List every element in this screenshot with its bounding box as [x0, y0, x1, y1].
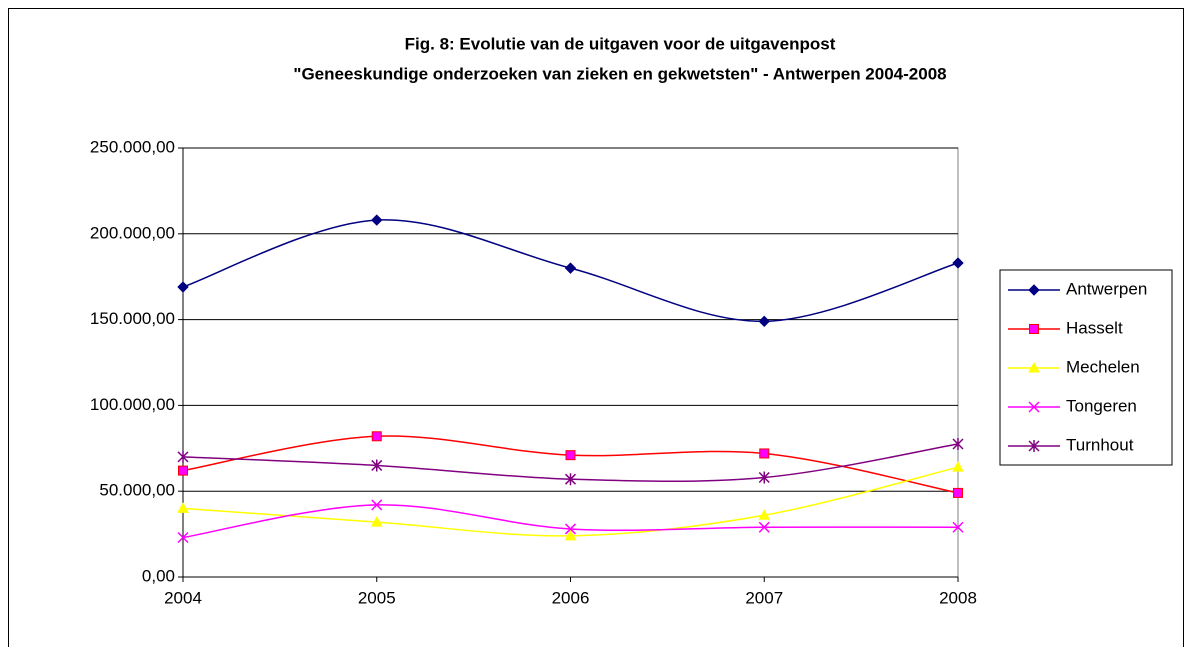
legend-label: Mechelen [1066, 357, 1140, 376]
marker [371, 214, 383, 226]
marker [564, 262, 577, 274]
marker [564, 529, 577, 541]
y-tick-label: 150.000,00 [90, 309, 175, 328]
marker [1028, 440, 1040, 452]
marker [952, 438, 964, 451]
marker [758, 471, 770, 484]
chart-title: "Geneeskundige onderzoeken van zieken en… [293, 64, 946, 83]
marker [1028, 401, 1040, 413]
y-tick-label: 0,00 [142, 566, 175, 585]
marker [1028, 361, 1040, 373]
x-tick-label: 2006 [552, 588, 590, 607]
marker [177, 281, 189, 293]
marker [371, 459, 383, 472]
x-tick-label: 2008 [939, 588, 977, 607]
marker [758, 315, 770, 328]
marker [177, 450, 189, 463]
marker [177, 502, 189, 513]
marker [759, 448, 770, 459]
chart-title: Fig. 8: Evolutie van de uitgaven voor de… [405, 34, 836, 53]
plot-area [182, 147, 959, 578]
marker [952, 461, 964, 472]
marker [758, 521, 770, 533]
y-tick-label: 200.000,00 [90, 223, 175, 242]
y-tick-label: 50.000,00 [99, 481, 175, 500]
x-tick-label: 2004 [164, 588, 202, 607]
marker [952, 521, 964, 533]
marker [1028, 284, 1040, 296]
marker [952, 257, 964, 269]
marker [370, 516, 383, 527]
marker [178, 465, 188, 476]
x-tick-label: 2007 [745, 588, 783, 607]
x-tick-label: 2005 [358, 588, 396, 607]
marker [565, 450, 576, 461]
marker [177, 532, 189, 544]
legend-label: Tongeren [1066, 396, 1137, 415]
marker [953, 487, 963, 498]
marker [1029, 324, 1039, 334]
y-tick-label: 250.000,00 [90, 137, 175, 156]
y-tick-label: 100.000,00 [90, 395, 175, 414]
legend-label: Hasselt [1066, 318, 1123, 337]
marker [371, 431, 382, 442]
marker [758, 509, 771, 520]
legend-label: Turnhout [1066, 435, 1134, 454]
marker [564, 523, 577, 535]
legend-label: Antwerpen [1066, 279, 1147, 298]
marker [371, 499, 383, 511]
marker [564, 473, 577, 486]
